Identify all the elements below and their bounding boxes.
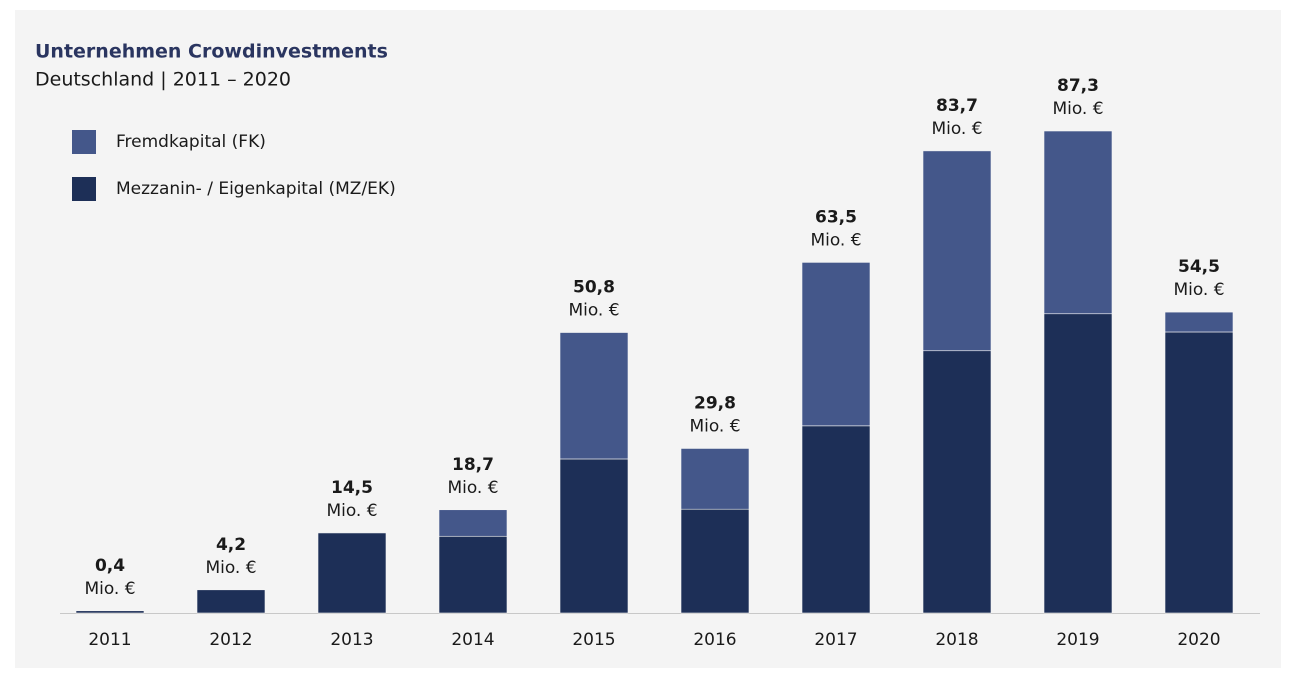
total-label: 0,4 [95, 556, 125, 576]
bar-segment [1164, 331, 1234, 614]
unit-label: Mio. € [326, 501, 377, 521]
legend-swatch [72, 130, 96, 154]
bar-segment [801, 262, 871, 427]
unit-label: Mio. € [205, 558, 256, 578]
bar-segment [317, 532, 387, 614]
unit-label: Mio. € [810, 230, 861, 250]
bar-segment [1043, 130, 1113, 315]
x-tick-label: 2016 [693, 630, 736, 650]
x-tick-label: 2012 [209, 630, 252, 650]
legend-label: Mezzanin- / Eigenkapital (MZ/EK) [116, 179, 396, 199]
bar-segment [438, 535, 508, 614]
bar-segment [680, 448, 750, 510]
unit-label: Mio. € [1052, 99, 1103, 119]
total-label: 29,8 [694, 393, 736, 413]
unit-label: Mio. € [689, 416, 740, 436]
total-label: 54,5 [1178, 257, 1220, 277]
total-label: 18,7 [452, 455, 494, 475]
unit-label: Mio. € [1173, 280, 1224, 300]
bar-segment [1164, 311, 1234, 333]
x-tick-label: 2020 [1177, 630, 1220, 650]
total-label: 83,7 [936, 96, 978, 116]
total-label: 14,5 [331, 478, 373, 498]
total-label: 50,8 [573, 278, 615, 298]
x-tick-label: 2015 [572, 630, 615, 650]
bar-segment [922, 350, 992, 614]
total-label: 4,2 [216, 535, 246, 555]
x-tick-label: 2014 [451, 630, 494, 650]
total-label: 63,5 [815, 207, 857, 227]
bar-segment [438, 509, 508, 537]
chart-subtitle: Deutschland | 2011 – 2020 [35, 69, 291, 91]
unit-label: Mio. € [84, 579, 135, 599]
x-tick-label: 2018 [935, 630, 978, 650]
unit-label: Mio. € [568, 301, 619, 321]
chart-title: Unternehmen Crowdinvestments [35, 41, 388, 63]
unit-label: Mio. € [447, 478, 498, 498]
total-label: 87,3 [1057, 76, 1099, 96]
bar-segment [196, 589, 266, 614]
bar-segment [922, 150, 992, 352]
bar-segment [559, 332, 629, 460]
x-tick-label: 2019 [1056, 630, 1099, 650]
bar-segment [75, 610, 145, 614]
bar-segment [1043, 313, 1113, 614]
bar-segment [680, 508, 750, 614]
legend-swatch [72, 177, 96, 201]
x-tick-label: 2013 [330, 630, 373, 650]
x-tick-label: 2011 [88, 630, 131, 650]
unit-label: Mio. € [931, 119, 982, 139]
legend-label: Fremdkapital (FK) [116, 132, 266, 152]
bar-segment [559, 458, 629, 614]
bar-segment [801, 425, 871, 614]
x-tick-label: 2017 [814, 630, 857, 650]
